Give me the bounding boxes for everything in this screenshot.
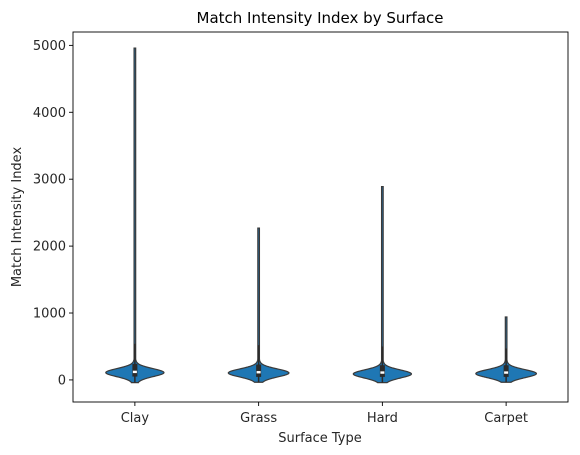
- plot-area: 0 1000 2000 3000 4000 5000 Clay Grass Hard Carpet: [33, 31, 569, 426]
- violin-iqr-box-carpet: [503, 365, 509, 377]
- y-tick-label: 1000: [33, 307, 66, 322]
- x-tick-label-grass: Grass: [240, 411, 277, 426]
- y-tick-label: 4000: [33, 106, 66, 121]
- y-tick-label: 3000: [33, 173, 66, 188]
- chart-title: Match Intensity Index by Surface: [197, 9, 444, 27]
- violin-body-hard: [352, 185, 413, 384]
- y-tick-label: 2000: [33, 240, 66, 255]
- violin-iqr-box-clay: [132, 363, 138, 377]
- y-axis-label: Match Intensity Index: [10, 147, 25, 288]
- plot-frame: [72, 31, 569, 403]
- violin-median-grass: [256, 371, 261, 374]
- violin-iqr-box-grass: [256, 364, 262, 377]
- violin-body-clay: [105, 47, 165, 384]
- x-tick-label-clay: Clay: [121, 411, 150, 426]
- violin-median-clay: [132, 370, 137, 374]
- x-axis-label: Surface Type: [278, 431, 362, 446]
- x-tick-label-hard: Hard: [367, 411, 398, 426]
- y-tick-label: 0: [58, 373, 66, 388]
- x-tick-label-carpet: Carpet: [484, 411, 528, 426]
- y-tick-label: 5000: [33, 39, 66, 54]
- violin-median-hard: [380, 371, 385, 374]
- violin-median-carpet: [504, 371, 509, 374]
- violin-iqr-box-hard: [379, 365, 385, 377]
- violin-body-grass: [227, 227, 290, 383]
